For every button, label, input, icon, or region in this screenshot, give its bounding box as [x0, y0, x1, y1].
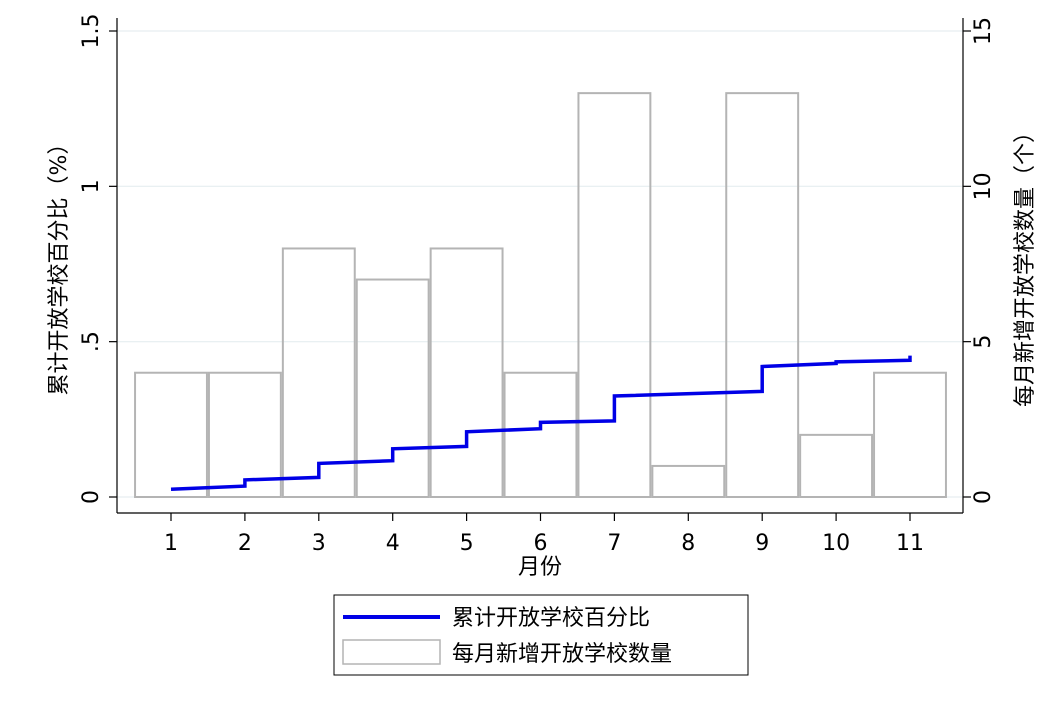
step-line-series [170, 355, 912, 491]
x-tick-label: 9 [755, 531, 769, 556]
legend-label-bar: 每月新增开放学校数量 [452, 642, 672, 667]
y-left-tick-label: 1 [79, 179, 104, 193]
bar-2 [207, 371, 282, 499]
bar-1 [134, 371, 208, 499]
legend: 累计开放学校百分比 每月新增开放学校数量 [333, 594, 749, 676]
y-axis-right-label: 每月新增开放学校数量（个） [1013, 121, 1038, 407]
tick-labels: 0 .5 1 1.5 0 5 10 15 1 2 3 4 5 6 7 8 9 10 11 [79, 14, 996, 557]
legend-bar-swatch [342, 639, 441, 665]
bar-5 [429, 247, 504, 498]
x-tick-label: 5 [460, 531, 474, 556]
y-right-tick-label: 0 [971, 490, 996, 504]
x-tick-label: 4 [386, 531, 400, 556]
bar-series [134, 92, 947, 499]
x-tick-label: 6 [534, 531, 548, 556]
bar-11 [873, 371, 947, 499]
x-tick-label: 2 [238, 531, 252, 556]
bar-6 [503, 371, 578, 499]
y-left-tick-label: 1.5 [79, 14, 104, 49]
bar-8 [651, 464, 726, 498]
x-tick-label: 1 [164, 531, 178, 556]
legend-label-line: 累计开放学校百分比 [452, 606, 650, 631]
y-right-tick-label: 15 [971, 17, 996, 45]
y-axis-left-label: 累计开放学校百分比（%） [47, 133, 72, 396]
x-tick-label: 7 [607, 531, 621, 556]
cumulative-percent-line [170, 355, 912, 491]
y-left-tick-label: .5 [79, 331, 104, 352]
bar-10 [799, 433, 874, 499]
bar-3 [281, 247, 356, 498]
x-tick-label: 3 [312, 531, 326, 556]
axes [109, 18, 971, 521]
x-axis-label: 月份 [518, 555, 562, 580]
y-right-tick-label: 10 [971, 172, 996, 200]
x-tick-label: 10 [822, 531, 850, 556]
bar-9 [725, 92, 800, 498]
y-right-tick-label: 5 [971, 335, 996, 349]
x-tick-label: 11 [896, 531, 924, 556]
y-left-tick-label: 0 [79, 490, 104, 504]
x-tick-label: 8 [681, 531, 695, 556]
bar-7 [577, 92, 652, 498]
bar-4 [355, 278, 430, 498]
